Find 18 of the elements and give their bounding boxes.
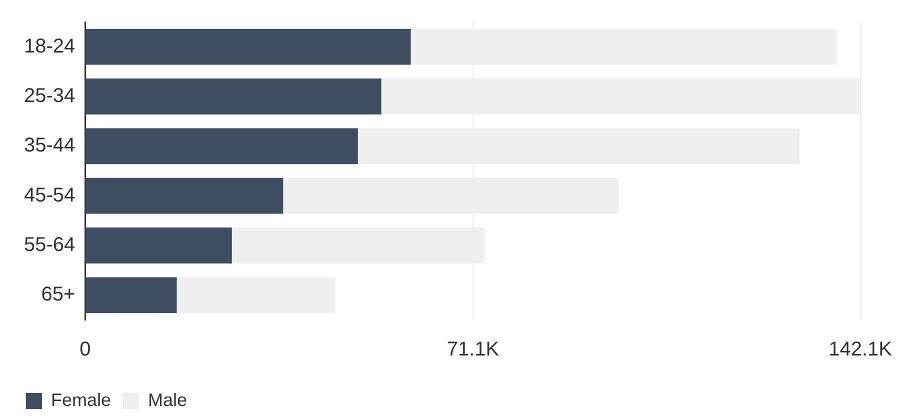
bar: [86, 228, 232, 264]
y-tick-label: 35-44: [24, 134, 76, 157]
x-tick-label: 71.1K: [446, 338, 500, 361]
x-tick-label: 0: [80, 338, 91, 361]
y-tick-label: 55-64: [24, 234, 76, 256]
bar: [176, 277, 335, 314]
legend-label: Female: [51, 390, 112, 410]
bar: [86, 277, 177, 314]
legend-label: Male: [148, 390, 188, 410]
y-tick-label: 65+: [41, 284, 76, 306]
y-tick-label: 25-34: [24, 85, 76, 108]
y-tick-label: 18-24: [24, 35, 76, 58]
bar: [86, 28, 411, 65]
bar: [86, 78, 382, 114]
y-tick-label: 45-54: [24, 184, 76, 206]
bar: [86, 128, 358, 164]
bar: [86, 178, 284, 214]
x-tick-label: 142.1K: [828, 338, 893, 361]
